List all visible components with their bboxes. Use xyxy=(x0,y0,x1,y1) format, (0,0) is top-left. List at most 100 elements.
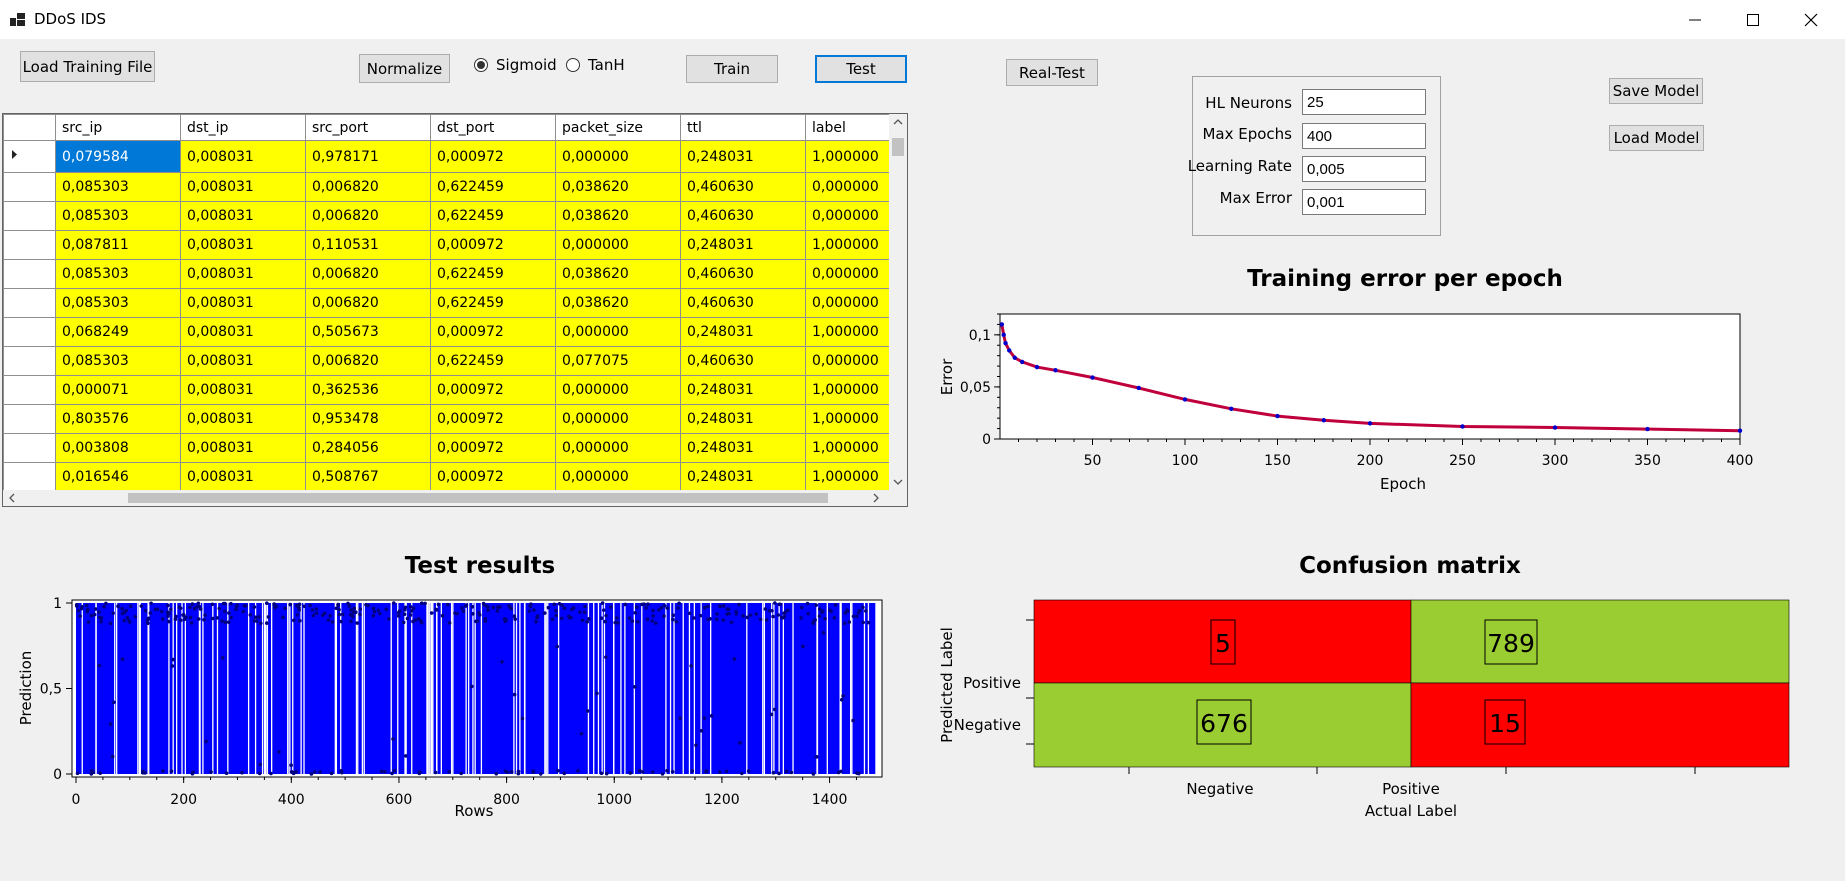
column-header-src-port[interactable]: src_port xyxy=(305,114,431,141)
table-row[interactable]: 0,000071 0,008031 0,362536 0,000972 0,000000… xyxy=(3,375,892,405)
table-row[interactable]: 0,087811 0,008031 0,110531 0,000972 0,000000… xyxy=(3,230,892,260)
table-cell[interactable]: 0,000000 xyxy=(555,140,681,173)
table-cell[interactable]: 0,087811 xyxy=(55,230,181,260)
table-cell[interactable]: 0,460630 xyxy=(680,201,806,231)
table-cell[interactable]: 0,622459 xyxy=(430,346,556,376)
table-cell[interactable]: 0,000000 xyxy=(805,346,892,376)
table-cell[interactable]: 0,248031 xyxy=(680,317,806,347)
table-cell[interactable]: 0,006820 xyxy=(305,172,431,202)
table-cell[interactable]: 0,038620 xyxy=(555,259,681,289)
table-cell[interactable]: 0,077075 xyxy=(555,346,681,376)
column-header-dst-port[interactable]: dst_port xyxy=(430,114,556,141)
table-cell[interactable]: 0,000972 xyxy=(430,462,556,492)
table-cell[interactable]: 0,008031 xyxy=(180,201,306,231)
scroll-up-icon[interactable] xyxy=(893,119,903,125)
table-cell[interactable]: 0,000000 xyxy=(805,259,892,289)
table-cell[interactable]: 0,038620 xyxy=(555,172,681,202)
maximize-button[interactable] xyxy=(1726,0,1780,39)
table-cell[interactable]: 0,110531 xyxy=(305,230,431,260)
table-cell[interactable]: 0,000972 xyxy=(430,317,556,347)
table-cell[interactable]: 0,803576 xyxy=(55,404,181,434)
table-cell[interactable]: 0,622459 xyxy=(430,201,556,231)
table-cell[interactable]: 0,460630 xyxy=(680,346,806,376)
table-row[interactable]: 0,003808 0,008031 0,284056 0,000972 0,000000… xyxy=(3,433,892,463)
table-cell[interactable]: 0,079584 xyxy=(55,140,181,173)
test-button[interactable]: Test xyxy=(815,55,907,83)
column-header-src-ip[interactable]: src_ip xyxy=(55,114,181,141)
row-header[interactable] xyxy=(3,140,56,173)
row-header[interactable] xyxy=(3,259,56,289)
table-cell[interactable]: 0,085303 xyxy=(55,346,181,376)
table-cell[interactable]: 0,362536 xyxy=(305,375,431,405)
table-cell[interactable]: 1,000000 xyxy=(805,433,892,463)
row-header[interactable] xyxy=(3,404,56,434)
save-model-button[interactable]: Save Model xyxy=(1609,78,1703,104)
max-error-input[interactable] xyxy=(1302,189,1426,215)
table-cell[interactable]: 0,000972 xyxy=(430,404,556,434)
table-row[interactable]: 0,085303 0,008031 0,006820 0,622459 0,038620… xyxy=(3,201,892,231)
row-header[interactable] xyxy=(3,375,56,405)
table-row[interactable]: 0,085303 0,008031 0,006820 0,622459 0,077075… xyxy=(3,346,892,376)
table-cell[interactable]: 0,006820 xyxy=(305,346,431,376)
table-cell[interactable]: 0,460630 xyxy=(680,172,806,202)
table-row[interactable]: 0,079584 0,008031 0,978171 0,000972 0,000000… xyxy=(3,140,892,173)
table-cell[interactable]: 0,008031 xyxy=(180,288,306,318)
table-cell[interactable]: 0,000972 xyxy=(430,140,556,173)
table-cell[interactable]: 0,248031 xyxy=(680,404,806,434)
table-cell[interactable]: 0,068249 xyxy=(55,317,181,347)
row-header[interactable] xyxy=(3,433,56,463)
table-cell[interactable]: 0,000972 xyxy=(430,230,556,260)
table-cell[interactable]: 1,000000 xyxy=(805,404,892,434)
table-cell[interactable]: 0,008031 xyxy=(180,433,306,463)
table-cell[interactable]: 0,016546 xyxy=(55,462,181,492)
table-cell[interactable]: 0,622459 xyxy=(430,288,556,318)
table-cell[interactable]: 0,000000 xyxy=(555,462,681,492)
table-cell[interactable]: 0,248031 xyxy=(680,230,806,260)
table-cell[interactable]: 0,008031 xyxy=(180,462,306,492)
table-cell[interactable]: 0,008031 xyxy=(180,230,306,260)
table-cell[interactable]: 0,038620 xyxy=(555,288,681,318)
column-header-dst-ip[interactable]: dst_ip xyxy=(180,114,306,141)
column-header-ttl[interactable]: ttl xyxy=(680,114,806,141)
horizontal-scroll-thumb[interactable] xyxy=(128,493,828,503)
grid-corner-header[interactable] xyxy=(3,114,56,141)
train-button[interactable]: Train xyxy=(686,55,778,83)
table-cell[interactable]: 0,284056 xyxy=(305,433,431,463)
vertical-scroll-thumb[interactable] xyxy=(892,138,904,156)
table-cell[interactable]: 0,248031 xyxy=(680,433,806,463)
table-cell[interactable]: 1,000000 xyxy=(805,375,892,405)
table-cell[interactable]: 1,000000 xyxy=(805,317,892,347)
hl-neurons-input[interactable] xyxy=(1302,89,1426,115)
table-row[interactable]: 0,085303 0,008031 0,006820 0,622459 0,038620… xyxy=(3,172,892,202)
data-grid[interactable]: src_ip dst_ip src_port dst_port packet_s… xyxy=(2,113,908,507)
table-cell[interactable]: 0,000000 xyxy=(555,230,681,260)
table-cell[interactable]: 0,248031 xyxy=(680,375,806,405)
table-cell[interactable]: 0,000000 xyxy=(555,375,681,405)
table-row[interactable]: 0,085303 0,008031 0,006820 0,622459 0,038620… xyxy=(3,288,892,318)
table-cell[interactable]: 0,008031 xyxy=(180,404,306,434)
table-cell[interactable]: 0,622459 xyxy=(430,172,556,202)
grid-vertical-scrollbar[interactable] xyxy=(889,114,907,492)
table-cell[interactable]: 0,000972 xyxy=(430,433,556,463)
table-cell[interactable]: 0,000000 xyxy=(555,404,681,434)
table-cell[interactable]: 0,978171 xyxy=(305,140,431,173)
real-test-button[interactable]: Real-Test xyxy=(1006,59,1098,86)
table-cell[interactable]: 0,000000 xyxy=(555,433,681,463)
table-cell[interactable]: 0,008031 xyxy=(180,140,306,173)
table-cell[interactable]: 0,000000 xyxy=(805,172,892,202)
table-cell[interactable]: 1,000000 xyxy=(805,230,892,260)
table-cell[interactable]: 0,038620 xyxy=(555,201,681,231)
scroll-left-icon[interactable] xyxy=(9,493,15,503)
table-cell[interactable]: 0,085303 xyxy=(55,201,181,231)
minimize-button[interactable] xyxy=(1668,0,1722,39)
table-cell[interactable]: 0,085303 xyxy=(55,172,181,202)
row-header[interactable] xyxy=(3,288,56,318)
grid-horizontal-scrollbar[interactable] xyxy=(3,490,889,506)
row-header[interactable] xyxy=(3,172,56,202)
row-header[interactable] xyxy=(3,201,56,231)
table-cell[interactable]: 0,006820 xyxy=(305,288,431,318)
table-row[interactable]: 0,803576 0,008031 0,953478 0,000972 0,000000… xyxy=(3,404,892,434)
table-cell[interactable]: 0,000000 xyxy=(805,201,892,231)
table-cell[interactable]: 0,000972 xyxy=(430,375,556,405)
table-cell[interactable]: 0,085303 xyxy=(55,288,181,318)
